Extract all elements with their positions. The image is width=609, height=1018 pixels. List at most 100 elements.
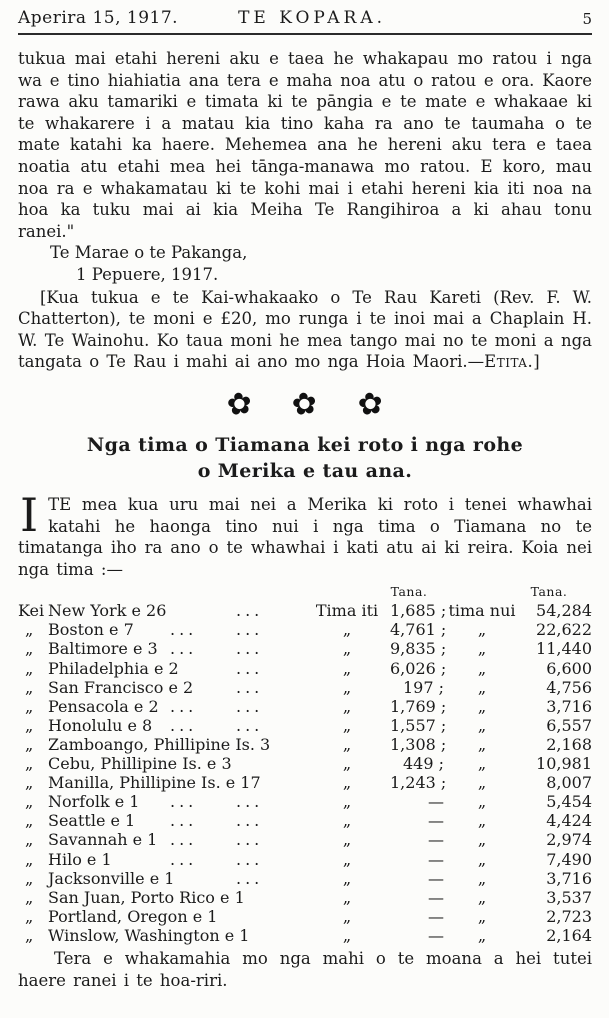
leader-dots (170, 735, 236, 754)
page-header: Aperira 15, 1917. TE KOPARA. 5 (18, 8, 592, 35)
tima-nui-value: 2,974 (546, 830, 592, 850)
tima-nui-label: „ (477, 773, 487, 793)
tima-iti-value: 1,685 ; (390, 601, 447, 621)
table-row: „ Portland, Oregon e 1 „ — „ 2,723 (18, 907, 592, 926)
tima-nui-label: „ (477, 868, 487, 888)
tima-iti-value: 1,769 ; (390, 696, 447, 716)
tima-iti-label: „ (342, 925, 352, 945)
place-cell: Zamboango, Phillipine Is. 3 (48, 734, 271, 754)
place-cell: Boston e 7 (48, 620, 134, 640)
tima-iti-value: 1,308 ; (390, 734, 447, 754)
place-cell: Pensacola e 2 (48, 696, 159, 716)
leader-dots (170, 926, 236, 945)
table-row: „ Boston e 7 ... ... „ 4,761 ; „ 22,622 (18, 620, 592, 639)
table-row: „ Winslow, Washington e 1 „ — „ 2,164 (18, 926, 592, 945)
tima-iti-value: 4,761 ; (390, 620, 447, 640)
leader-dots: ... (170, 830, 198, 850)
intro-text: TE mea kua uru mai nei a Merika ki roto … (18, 494, 592, 579)
leader-dots: ... (236, 792, 264, 812)
place-cell: Jacksonville e 1 (48, 868, 175, 888)
signature-date: 1 Pepuere, 1917. (76, 264, 219, 284)
tima-iti-label: „ (342, 868, 352, 888)
tima-iti-label: „ (342, 906, 352, 926)
flower-icon: ✿ (224, 385, 255, 424)
table-row: „ Norfolk e 1 ... ... „ — „ 5,454 (18, 792, 592, 811)
tima-iti-label: „ (342, 658, 352, 678)
leader-dots: ... (170, 696, 198, 716)
tima-nui-label: „ (477, 658, 487, 678)
kei-cell: „ (25, 792, 34, 812)
leader-dots (170, 907, 236, 926)
leader-dots (170, 754, 236, 773)
tima-nui-value: 8,007 (546, 773, 592, 793)
table-row: „ Zamboango, Phillipine Is. 3 „ 1,308 ; … (18, 735, 592, 754)
place-cell: Cebu, Phillipine Is. e 3 (48, 754, 232, 774)
tima-iti-value: — (428, 868, 444, 888)
place-cell: Honolulu e 8 (48, 715, 153, 735)
tima-iti-label: „ (342, 639, 352, 659)
tima-iti-value: 6,026 ; (390, 658, 447, 678)
kei-cell: „ (25, 849, 34, 869)
tima-iti-value: 1,557 ; (390, 715, 447, 735)
tima-nui-label: „ (477, 734, 487, 754)
table-row: „ Pensacola e 2 ... ... „ 1,769 ; „ 3,71… (18, 697, 592, 716)
flower-icon: ✿ (290, 385, 320, 424)
place-cell: Seattle e 1 (48, 811, 136, 831)
section-ornament: ✿ ✿ ✿ (18, 385, 592, 424)
tima-nui-label: „ (477, 754, 487, 774)
tima-iti-value: — (428, 811, 444, 831)
leader-dots: ... (236, 620, 264, 640)
place-cell: Manilla, Phillipine Is. e 17 (48, 773, 261, 793)
tima-nui-label: „ (477, 639, 487, 659)
place-cell: New York e 26 (48, 601, 167, 621)
tima-iti-label: „ (342, 792, 352, 812)
tima-nui-label: „ (477, 715, 487, 735)
tima-iti-label: „ (342, 887, 352, 907)
tima-nui-label: „ (477, 792, 487, 812)
steamer-table: Kei New York e 26 ... Tima iti 1,685 ; t… (18, 601, 592, 945)
tima-iti-value: — (428, 792, 444, 812)
tima-nui-value: 5,454 (546, 792, 592, 812)
leader-dots (236, 754, 304, 773)
tana-header-nui: Tana. (530, 584, 568, 600)
tima-nui-label: „ (477, 849, 487, 869)
kei-cell: „ (25, 868, 34, 888)
editor-note-end: Hoia Maori.— (365, 352, 485, 372)
kei-cell: „ (25, 677, 34, 697)
kei-cell: Kei (18, 601, 45, 621)
leader-dots (170, 869, 236, 888)
tima-nui-label: „ (477, 887, 487, 907)
tima-iti-label: „ (342, 773, 352, 793)
place-cell: San Juan, Porto Rico e 1 (48, 887, 245, 907)
leader-dots (170, 601, 236, 620)
tima-nui-value: 7,490 (546, 849, 592, 869)
leader-dots: ... (236, 696, 264, 716)
leader-dots (170, 773, 236, 792)
kei-cell: „ (25, 715, 34, 735)
article-intro: I TE mea kua uru mai nei a Merika ki roto… (18, 492, 592, 580)
leader-dots: ... (236, 715, 264, 735)
leader-dots (236, 735, 304, 754)
editor-note-text: [Kua tukua e te Kai-whakaako o Te Rau Ka… (18, 287, 592, 372)
tima-nui-value: 4,756 (546, 677, 592, 697)
tana-header-iti: Tana. (390, 584, 428, 600)
tima-nui-value: 3,537 (546, 887, 592, 907)
leader-dots: ... (236, 677, 264, 697)
leader-dots (236, 773, 304, 792)
leader-dots (170, 888, 236, 907)
place-cell: Baltimore e 3 (48, 639, 158, 659)
tima-iti-label: „ (342, 734, 352, 754)
table-row: „ Baltimore e 3 ... ... „ 9,835 ; „ 11,4… (18, 639, 592, 658)
leader-dots (236, 926, 304, 945)
publication-title: TE KOPARA. (238, 8, 387, 28)
leader-dots: ... (170, 792, 198, 812)
table-column-headers: Tana. Tana. (18, 584, 592, 599)
kei-cell: „ (25, 925, 34, 945)
leader-dots: ... (170, 811, 198, 831)
tima-nui-value: 4,424 (546, 811, 592, 831)
tima-nui-value: 54,284 (536, 601, 592, 621)
tima-nui-label: „ (477, 811, 487, 831)
tima-iti-value: — (428, 925, 444, 945)
table-row: „ Cebu, Phillipine Is. e 3 „ 449 ; „ 10,… (18, 754, 592, 773)
closing-paragraph: Tera e whakamahia mo nga mahi o te moana… (18, 948, 592, 990)
